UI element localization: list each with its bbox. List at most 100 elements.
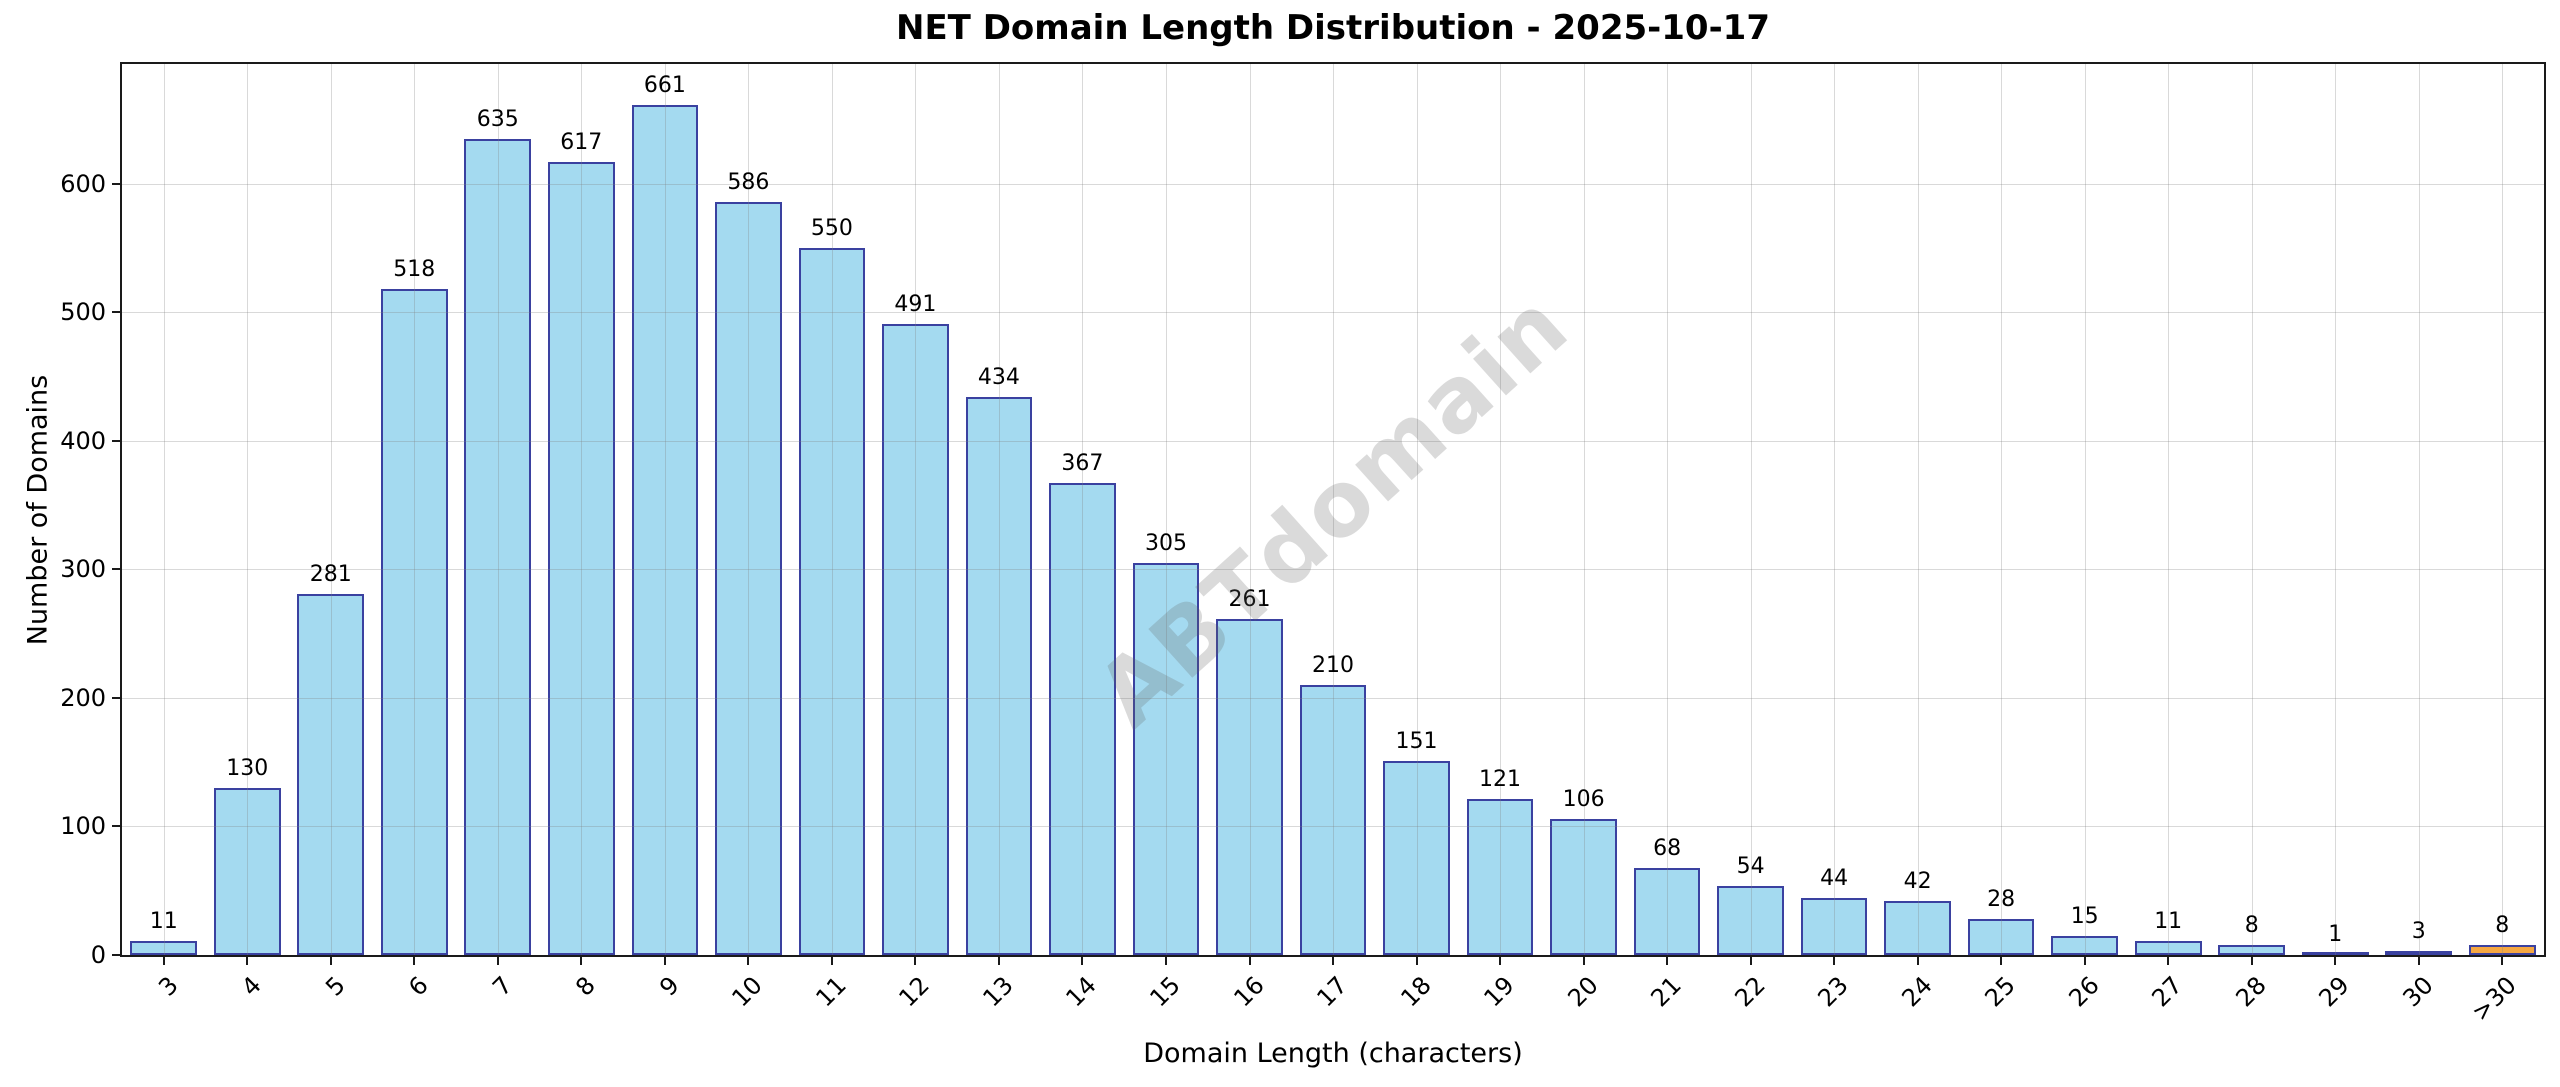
v-gridline [748, 64, 750, 955]
x-tick-mark [747, 957, 750, 965]
y-tick-mark [112, 182, 120, 185]
x-tick-mark [1833, 957, 1836, 965]
v-gridline [1667, 64, 1669, 955]
bar-10 [715, 201, 782, 955]
x-tick-mark [2334, 957, 2337, 965]
h-gridline [122, 826, 2544, 828]
bar-22 [1717, 885, 1784, 955]
bar-18 [1383, 760, 1450, 955]
bar-value-label: 550 [810, 215, 853, 241]
v-gridline [1333, 64, 1334, 955]
v-gridline [1082, 64, 1084, 955]
x-tick-mark [1415, 957, 1418, 965]
bar-value-label: 491 [894, 291, 937, 317]
v-gridline [998, 64, 1000, 955]
bar-value-label: 305 [1145, 530, 1187, 556]
y-tick-label: 600 [60, 169, 106, 198]
v-gridline [2168, 64, 2170, 955]
v-gridline [2084, 64, 2086, 955]
y-tick-label: 0 [90, 941, 106, 969]
bar-value-label: 518 [393, 257, 436, 282]
bar-17 [1299, 685, 1367, 955]
x-axis-label: Domain Length (characters) [1143, 1038, 1523, 1069]
bar-value-label: 121 [1479, 767, 1521, 793]
v-gridline [414, 64, 416, 955]
bar-value-label: 261 [1228, 587, 1271, 613]
x-tick-mark [1582, 957, 1585, 965]
v-gridline [1583, 64, 1585, 955]
y-tick-label: 400 [60, 426, 106, 455]
y-axis-label: Number of Domains [22, 374, 54, 646]
bar->30 [2468, 944, 2536, 955]
h-gridline [122, 697, 2544, 699]
bar-21 [1633, 867, 1701, 955]
h-gridline [122, 312, 2544, 314]
bar-value-label: 68 [1653, 835, 1682, 861]
y-tick-label: 300 [60, 555, 106, 584]
v-gridline [497, 64, 499, 955]
plot-area-border [120, 62, 2546, 957]
v-gridline [1166, 64, 1167, 955]
x-tick-mark [1916, 957, 1919, 965]
bar-value-label: 8 [2244, 912, 2259, 938]
bar-value-label: 151 [1395, 728, 1438, 754]
x-tick-mark [1749, 957, 1752, 965]
v-gridline [163, 64, 165, 955]
v-gridline [1750, 64, 1752, 955]
bar-30 [2385, 951, 2453, 956]
bar-12 [882, 323, 949, 955]
bar-27 [2134, 940, 2202, 955]
bar-4 [213, 787, 281, 955]
x-tick-mark [830, 957, 833, 965]
x-tick-mark [496, 957, 499, 965]
bar-23 [1800, 898, 1868, 955]
bar-3 [130, 940, 198, 955]
bar-value-label: 1 [2328, 921, 2343, 947]
bar-24 [1884, 901, 1951, 955]
bar-value-label: 42 [1903, 869, 1932, 894]
chart-title: NET Domain Length Distribution - 2025-10… [896, 8, 1770, 48]
bar-7 [464, 138, 532, 955]
bar-value-label: 210 [1312, 653, 1354, 678]
h-gridline [122, 569, 2544, 571]
y-tick-mark [112, 825, 120, 828]
bar-value-label: 11 [149, 908, 178, 934]
bar-value-label: 28 [1987, 887, 2016, 912]
v-gridline [247, 64, 249, 955]
x-tick-mark [914, 957, 917, 965]
v-gridline [1416, 64, 1418, 955]
h-gridline [122, 440, 2544, 442]
v-gridline [1834, 64, 1836, 955]
x-tick-mark [1499, 957, 1501, 965]
h-gridline [122, 183, 2544, 185]
v-gridline [2251, 64, 2253, 955]
x-tick-mark [2083, 957, 2086, 965]
bar-15 [1132, 562, 1200, 955]
x-tick-mark [997, 957, 1000, 965]
v-gridline [1917, 64, 1919, 955]
x-tick-mark [413, 957, 416, 965]
y-tick-mark [112, 311, 120, 314]
y-tick-label: 200 [60, 683, 106, 712]
x-tick-mark [2000, 957, 2003, 965]
v-gridline [1249, 64, 1251, 955]
bar-20 [1550, 818, 1617, 955]
y-tick-mark [112, 954, 120, 956]
x-tick-mark [2501, 957, 2504, 965]
bar-16 [1216, 619, 1283, 955]
bar-26 [2051, 935, 2118, 955]
bar-value-label: 11 [2154, 908, 2183, 934]
bar-13 [965, 397, 1033, 955]
bar-value-label: 130 [226, 755, 269, 781]
bar-value-label: 635 [476, 106, 519, 132]
y-tick-label: 500 [60, 298, 106, 327]
bar-value-label: 586 [727, 169, 770, 195]
v-gridline [2335, 64, 2337, 955]
bar-value-label: 281 [309, 561, 352, 587]
x-tick-mark [2250, 957, 2253, 965]
bar-value-label: 617 [560, 129, 603, 155]
v-gridline [2502, 64, 2504, 955]
bar-value-label: 3 [2411, 919, 2426, 945]
x-tick-mark [2417, 957, 2420, 965]
